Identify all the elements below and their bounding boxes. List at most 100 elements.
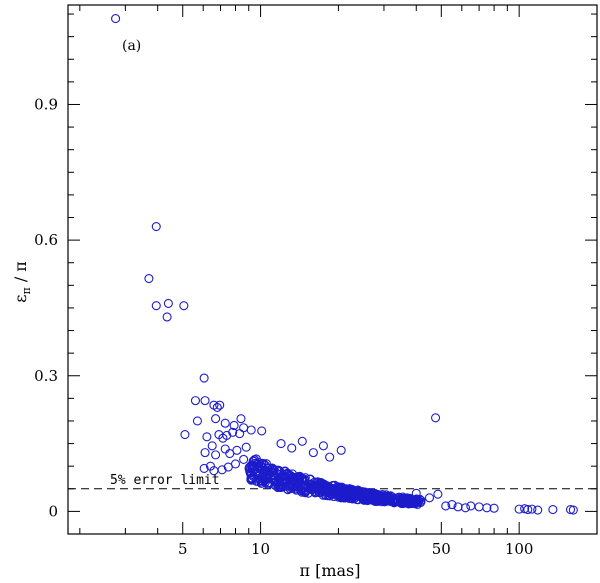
data-point (163, 298, 173, 308)
data-point (349, 494, 359, 504)
data-point (235, 429, 245, 439)
data-point (192, 416, 202, 426)
data-point (228, 427, 238, 437)
data-point (246, 425, 256, 435)
panel-label: (a) (122, 38, 141, 54)
data-point (275, 478, 285, 488)
x-axis-ticks: 5 10 50 100 (79, 5, 598, 558)
data-point (258, 476, 268, 487)
y-tick-label: 0 (48, 502, 58, 520)
data-point (333, 490, 343, 500)
reference-line-label: 5% error limit (110, 473, 220, 488)
data-point (212, 402, 222, 412)
data-point (247, 461, 257, 471)
data-point (276, 473, 286, 483)
data-point (211, 414, 221, 424)
y-tick-label: 0.9 (34, 95, 58, 113)
data-point (447, 500, 457, 510)
data-point (533, 505, 543, 515)
data-point (316, 480, 327, 490)
data-point (151, 301, 161, 311)
data-point (180, 429, 190, 440)
data-point (466, 501, 476, 511)
x-axis-title: π [mas] (299, 561, 360, 580)
data-point (271, 471, 281, 481)
y-tick-label: 0.3 (34, 367, 58, 385)
data-point (411, 498, 421, 508)
data-point (258, 471, 268, 481)
data-points (111, 14, 578, 515)
data-point (232, 445, 242, 455)
data-point (431, 413, 441, 423)
data-point (250, 458, 260, 468)
data-point (460, 503, 471, 513)
data-point (287, 443, 297, 453)
data-point (179, 301, 189, 311)
data-point (489, 503, 499, 513)
data-point (236, 414, 246, 424)
data-point (330, 487, 340, 497)
x-tick-label: 50 (432, 540, 451, 558)
data-point (246, 475, 256, 485)
data-point (220, 418, 230, 428)
data-point (297, 436, 307, 446)
data-point (162, 312, 172, 322)
data-point (229, 420, 239, 431)
data-point (523, 505, 533, 515)
data-point (257, 458, 267, 468)
data-point (218, 433, 228, 443)
data-point (199, 463, 209, 473)
y-axis-title-tail: / π (11, 261, 30, 287)
data-point (337, 492, 347, 502)
y-axis-title-main: ε (11, 295, 30, 303)
data-point (272, 465, 282, 475)
data-point (257, 426, 267, 436)
data-point (297, 475, 307, 485)
data-point (474, 502, 484, 512)
plot-frame (67, 4, 598, 535)
data-point (351, 487, 361, 497)
data-point (368, 491, 379, 501)
data-point (290, 479, 300, 489)
data-point (217, 465, 227, 475)
data-point (394, 492, 404, 502)
data-point (239, 423, 249, 433)
data-point (300, 487, 310, 497)
data-point (441, 501, 451, 511)
data-point (200, 396, 210, 406)
data-point (514, 504, 524, 514)
data-point (286, 478, 296, 488)
data-point (220, 444, 230, 454)
data-point (308, 485, 318, 495)
data-point (388, 495, 398, 505)
data-point (294, 472, 304, 482)
data-point (190, 396, 201, 406)
data-point (328, 489, 338, 499)
x-tick-label: 100 (505, 540, 534, 558)
data-point (276, 439, 286, 449)
data-point (268, 470, 279, 480)
y-tick-label: 0.6 (34, 231, 58, 249)
data-point (433, 489, 443, 499)
data-point (264, 469, 274, 479)
data-point (202, 432, 212, 442)
data-point (482, 503, 492, 513)
y-axis-title-sub: π (20, 287, 33, 294)
data-point (424, 493, 435, 503)
data-point (287, 469, 298, 479)
data-point (144, 273, 154, 284)
data-point (306, 480, 316, 490)
data-point (336, 445, 346, 455)
data-point (325, 452, 335, 462)
data-point (199, 373, 209, 383)
data-point (249, 455, 260, 465)
data-point (211, 450, 221, 460)
x-tick-label: 10 (251, 540, 270, 558)
data-point (372, 490, 382, 500)
data-point (323, 491, 333, 501)
data-point (527, 504, 537, 514)
data-point (362, 495, 372, 505)
data-point (241, 442, 251, 452)
y-axis-ticks: 0 0.3 0.6 0.9 (34, 13, 597, 520)
